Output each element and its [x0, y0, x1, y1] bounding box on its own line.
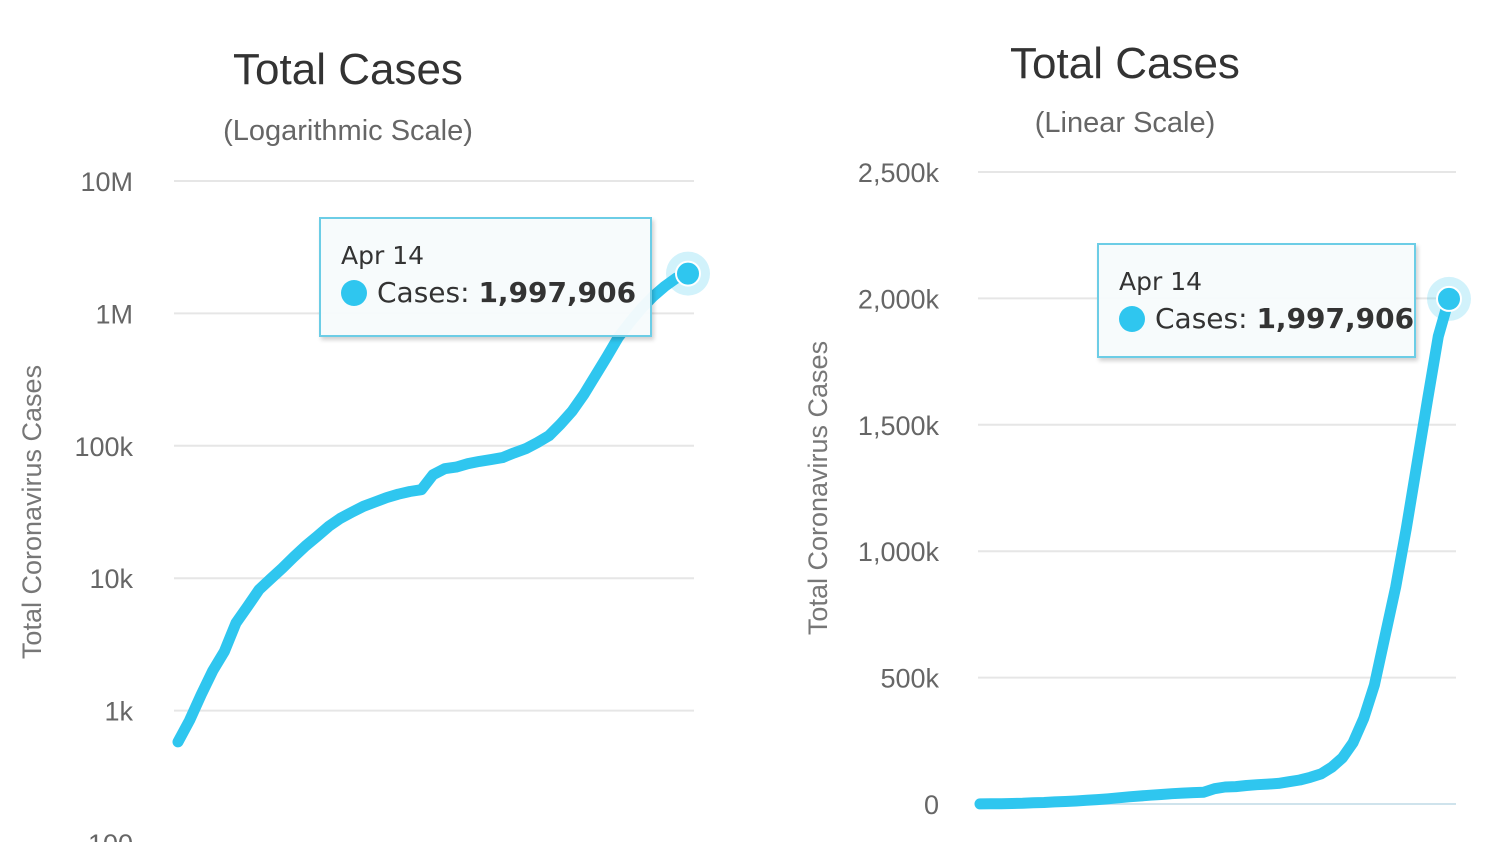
tooltip-label: Cases:	[1155, 302, 1248, 335]
y-tick-label: 1,000k	[858, 537, 940, 567]
tooltip-date: Apr 14	[341, 241, 425, 270]
y-tick-label: 2,500k	[858, 158, 940, 188]
linear-scale-chart: Total Cases (Linear Scale) Total Coronavir…	[750, 0, 1502, 842]
y-tick-label: 1k	[104, 697, 133, 727]
chart-subtitle: (Linear Scale)	[1035, 107, 1216, 139]
y-tick-label: 500k	[880, 664, 939, 694]
tooltip-label: Cases:	[377, 276, 470, 309]
series-marker-icon	[341, 280, 367, 306]
data-point	[675, 260, 701, 287]
linear-chart-svg: Total Cases (Linear Scale) Total Coronavir…	[803, 39, 1471, 820]
y-tick-label: 10k	[89, 564, 133, 594]
series-marker-icon	[1119, 306, 1145, 332]
tooltip-value: 1,997,906	[478, 276, 637, 309]
tooltip-date: Apr 14	[1119, 267, 1203, 296]
y-tick-label: 100k	[74, 432, 133, 462]
y-tick-label: 0	[924, 790, 939, 820]
log-chart-tooltip: Apr 14 Cases: 1,997,906	[319, 217, 652, 337]
tooltip-row: Cases: 1,997,906	[1119, 299, 1414, 339]
tooltip-value: 1,997,906	[1256, 302, 1415, 335]
y-tick-label: 2,000k	[858, 284, 940, 314]
y-tick-label: 1M	[95, 299, 133, 329]
data-point	[1436, 285, 1462, 312]
log-chart-svg: Total Cases (Logarithmic Scale) Total Coro…	[17, 45, 710, 842]
chart-title: Total Cases	[233, 45, 463, 94]
log-scale-chart: Total Cases (Logarithmic Scale) Total Coro…	[0, 0, 740, 842]
series-line	[172, 268, 694, 748]
y-axis-label: Total Coronavirus Cases	[17, 365, 47, 659]
y-axis-label: Total Coronavirus Cases	[803, 341, 833, 635]
chart-title: Total Cases	[1010, 39, 1240, 88]
tooltip-row: Cases: 1,997,906	[341, 273, 636, 313]
y-tick-label: 1,500k	[858, 411, 940, 441]
linear-chart-tooltip: Apr 14 Cases: 1,997,906	[1097, 243, 1416, 358]
y-tick-label: 100	[88, 829, 133, 842]
y-tick-label: 10M	[80, 167, 133, 197]
series-line	[974, 293, 1455, 810]
chart-subtitle: (Logarithmic Scale)	[223, 115, 473, 147]
